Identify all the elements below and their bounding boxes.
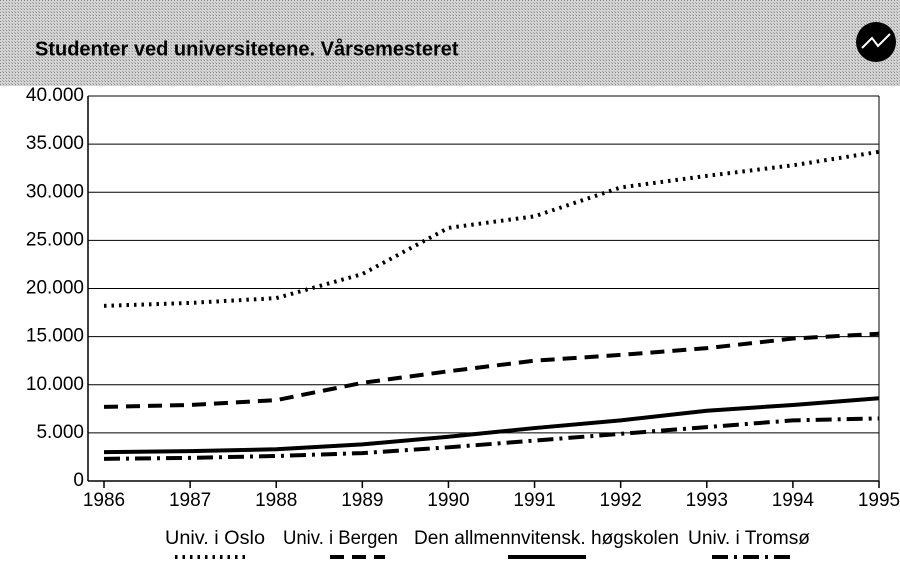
y-tick-label: 40.000: [26, 85, 84, 106]
x-tick-label: 1986: [83, 490, 125, 511]
series-line: [103, 396, 880, 455]
series-line: [103, 149, 880, 308]
x-tick-label: 1992: [600, 490, 642, 511]
x-tick-label: 1990: [427, 490, 469, 511]
x-tick-label: 1995: [858, 490, 900, 511]
legend-label: Univ. i Bergen: [283, 528, 398, 549]
x-tick-label: 1991: [513, 490, 555, 511]
x-tick-label: 1993: [686, 490, 728, 511]
y-tick-label: 30.000: [26, 181, 84, 202]
y-tick-label: 15.000: [26, 326, 84, 347]
logo-icon: [856, 22, 896, 62]
y-tick-label: 0: [73, 470, 84, 491]
chart-title: Studenter ved universitetene. Vårsemeste…: [35, 37, 459, 60]
series-line: [103, 331, 880, 409]
y-tick-label: 35.000: [26, 133, 84, 154]
series-line: [103, 416, 880, 461]
x-tick-label: 1987: [169, 490, 211, 511]
x-tick-label: 1989: [341, 490, 383, 511]
y-tick-label: 5.000: [36, 422, 84, 443]
header-band: [0, 0, 900, 86]
y-tick-label: 20.000: [26, 278, 84, 299]
legend-label: Univ. i Oslo: [165, 528, 265, 549]
x-tick-label: 1988: [255, 490, 297, 511]
y-tick-label: 10.000: [26, 374, 84, 395]
x-tick-label: 1994: [772, 490, 815, 511]
legend-label: Den allmennvitensk. høgskolen: [414, 528, 679, 549]
legend-label: Univ. i Tromsø: [688, 528, 810, 549]
y-tick-label: 25.000: [26, 229, 84, 250]
